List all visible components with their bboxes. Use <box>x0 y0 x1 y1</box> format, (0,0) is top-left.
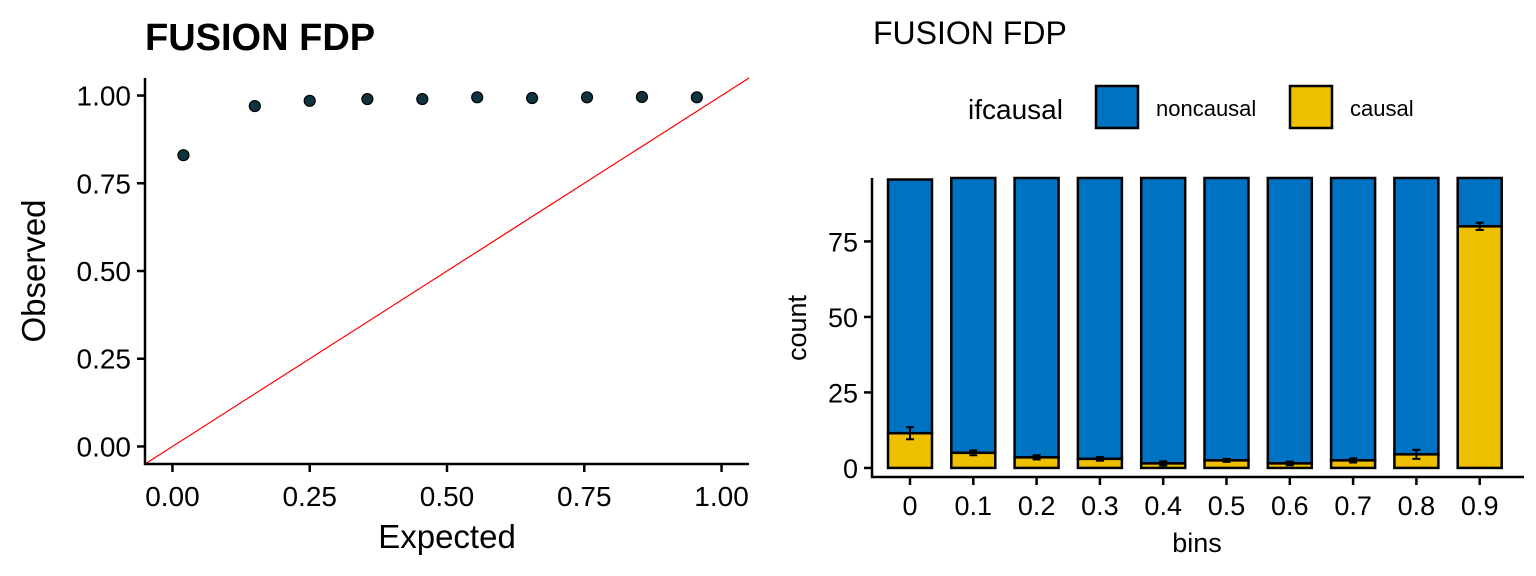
left-y-axis-label: Observed <box>15 199 52 342</box>
right-x-tick-label: 0 <box>902 491 917 521</box>
legend-key-noncausal <box>1094 84 1140 130</box>
bar-noncausal <box>1139 176 1187 465</box>
right-x-axis-label: bins <box>1172 528 1222 558</box>
bar-noncausal <box>1076 176 1124 461</box>
bar-noncausal <box>1266 176 1314 465</box>
data-point <box>690 91 703 104</box>
left-x-tick-label: 0.25 <box>282 481 337 512</box>
left-x-tick-label: 0.50 <box>420 481 475 512</box>
bar-noncausal <box>1203 176 1250 462</box>
bar-causal <box>1456 225 1503 470</box>
right-x-tick-label: 0.7 <box>1334 491 1372 521</box>
legend-label-causal: causal <box>1350 96 1414 121</box>
left-x-tick-label: 0.00 <box>145 481 200 512</box>
left-plot-area: 0.00 0.25 0.50 0.75 1.00 0.00 0.25 0.50 0.75 1.00 <box>77 77 750 512</box>
right-x-tick-label: 0.2 <box>1018 491 1056 521</box>
right-y-tick-label: 75 <box>828 227 858 257</box>
data-point <box>361 92 374 106</box>
right-plot-area: 0 0.1 0.2 0.3 0.4 0.5 0.6 0.7 0.8 0.9 0 25 50 75 <box>828 176 1524 521</box>
left-x-tick-label: 0.75 <box>557 481 612 512</box>
reference-line <box>144 77 750 465</box>
right-y-tick-label: 25 <box>828 378 858 408</box>
right-x-tick-label: 0.3 <box>1081 491 1119 521</box>
left-y-tick-label: 0.00 <box>77 431 132 462</box>
right-chart-title: FUSION FDP <box>873 15 1067 51</box>
data-point <box>580 91 594 104</box>
bar-noncausal <box>1329 176 1377 462</box>
qq-panel: FUSION FDP 0.000.250.500.751.000.00 0.25 0… <box>15 17 750 555</box>
left-x-axis-label: Expected <box>378 518 516 555</box>
left-y-tick-label: 0.25 <box>77 344 132 375</box>
data-point <box>303 94 316 107</box>
data-point <box>471 91 484 104</box>
right-y-tick-label: 0 <box>843 454 858 484</box>
bar-noncausal <box>950 176 997 455</box>
data-point <box>526 91 539 105</box>
data-point <box>248 99 261 113</box>
data-point <box>635 90 649 104</box>
right-x-tick-label: 0.4 <box>1144 491 1182 521</box>
left-x-tick-label: 1.00 <box>694 481 749 512</box>
left-y-tick-label: 1.00 <box>77 81 132 112</box>
left-chart-title: FUSION FDP <box>145 17 375 59</box>
legend-label-noncausal: noncausal <box>1156 96 1256 121</box>
legend: ifcausal noncausal causal <box>968 84 1414 130</box>
right-x-tick-label: 0.9 <box>1461 491 1499 521</box>
left-y-tick-label: 0.50 <box>77 256 132 287</box>
legend-title: ifcausal <box>968 94 1063 125</box>
bar-noncausal <box>1013 176 1060 459</box>
right-y-tick-label: 50 <box>828 303 858 333</box>
right-x-tick-label: 0.8 <box>1398 491 1436 521</box>
left-y-tick-label: 0.75 <box>77 168 132 199</box>
bar-noncausal <box>1393 176 1440 456</box>
data-point <box>177 149 190 162</box>
data-point <box>416 92 429 106</box>
bar-noncausal <box>886 178 934 435</box>
right-x-tick-label: 0.1 <box>955 491 993 521</box>
bar-panel: FUSION FDP ifcausal noncausal causal 0 0.… <box>782 15 1524 558</box>
legend-key-causal <box>1288 84 1334 130</box>
right-x-tick-label: 0.6 <box>1271 491 1309 521</box>
right-y-axis-label: count <box>782 294 812 361</box>
right-x-tick-label: 0.5 <box>1208 491 1246 521</box>
bar-noncausal <box>1456 176 1503 228</box>
